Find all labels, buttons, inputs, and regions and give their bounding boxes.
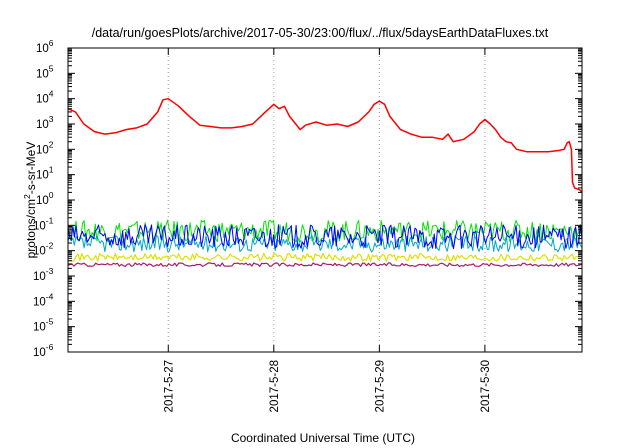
grid-lines bbox=[167, 48, 486, 352]
x-tick-label: 2017-5-28 bbox=[269, 360, 281, 412]
y-tick-label: 104 bbox=[36, 89, 54, 106]
y-tick-label: 105 bbox=[36, 63, 54, 80]
plot-frame bbox=[67, 47, 583, 353]
series-line-1 bbox=[68, 219, 582, 243]
x-tick-label: 2017-5-30 bbox=[480, 360, 492, 412]
y-tick-label: 103 bbox=[36, 114, 54, 131]
y-tick-label: 102 bbox=[36, 139, 54, 156]
y-tick-labels: 10-6 10-5 10-4 10-3 10-2 10-1 100 101 102 103 104 1… bbox=[33, 38, 54, 359]
chart-title: /data/run/goesPlots/archive/2017-05-30/2… bbox=[92, 26, 549, 40]
y-tick-label: 10-5 bbox=[33, 317, 54, 334]
series-line-2 bbox=[68, 235, 582, 253]
series-line-0 bbox=[68, 97, 582, 193]
y-axis-label-main: protons/cm bbox=[24, 199, 38, 258]
y-tick-label: 101 bbox=[36, 165, 54, 182]
y-tick-label: 10-1 bbox=[33, 215, 54, 232]
series-line-5 bbox=[68, 262, 582, 267]
series-group bbox=[68, 97, 582, 267]
x-tick-labels: 2017-5-27 2017-5-28 2017-5-29 2017-5-30 bbox=[163, 360, 492, 412]
y-tick-label: 10-2 bbox=[33, 241, 54, 258]
y-tick-label: 106 bbox=[36, 38, 54, 55]
series-line-4 bbox=[68, 252, 582, 262]
x-tick-label: 2017-5-27 bbox=[163, 360, 175, 412]
y-axis-label: protons/cm2-s-sr-MeV bbox=[22, 142, 38, 259]
series-line-3 bbox=[68, 224, 582, 250]
y-axis-label-sup: 2 bbox=[22, 194, 32, 199]
y-tick-label: 10-4 bbox=[33, 291, 54, 308]
y-tick-label: 10-6 bbox=[33, 342, 54, 359]
y-tick-label: 10-3 bbox=[33, 266, 54, 283]
x-tick-label: 2017-5-29 bbox=[374, 360, 386, 412]
axis-ticks bbox=[68, 47, 582, 353]
y-tick-label: 100 bbox=[36, 190, 54, 207]
x-axis-label: Coordinated Universal Time (UTC) bbox=[231, 431, 415, 445]
y-axis-label-rest: -s-sr-MeV bbox=[24, 142, 38, 195]
